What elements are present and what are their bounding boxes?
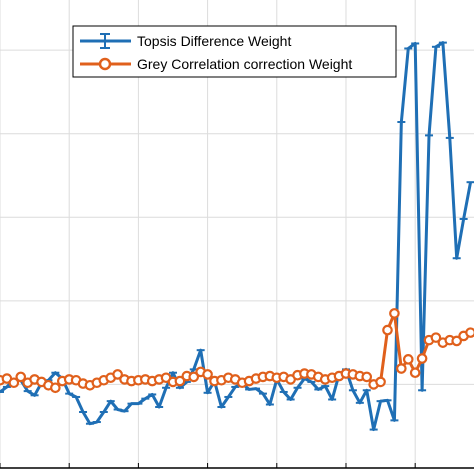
legend-entry-grey: Grey Correlation correction Weight — [80, 56, 352, 72]
legend-box — [72, 25, 397, 78]
legend-label-topsis: Topsis Difference Weight — [137, 33, 291, 49]
data-point-grey — [409, 367, 421, 379]
data-point-grey — [465, 327, 474, 338]
series-topsis — [0, 41, 474, 432]
data-point-grey — [430, 332, 442, 343]
data-point-grey — [382, 324, 393, 336]
data-point-grey — [402, 354, 414, 365]
data-point-grey — [8, 377, 20, 389]
data-point-grey — [451, 335, 463, 347]
data-point-grey — [202, 369, 213, 380]
data-point-grey — [361, 371, 373, 383]
legend-entry-topsis: Topsis Difference Weight — [80, 33, 291, 49]
data-point-grey — [188, 371, 200, 383]
data-point-grey — [174, 375, 186, 387]
series-group — [0, 41, 474, 432]
legend-marker-grey — [98, 57, 112, 71]
data-point-grey — [375, 376, 386, 388]
legend-label-grey: Grey Correlation correction Weight — [137, 56, 352, 72]
data-point-grey — [389, 308, 400, 319]
data-point-grey — [416, 353, 428, 364]
data-point-grey — [112, 369, 123, 380]
data-point-grey — [396, 363, 407, 374]
data-point-grey — [50, 382, 61, 394]
data-point-grey — [15, 371, 27, 383]
series-grey — [0, 308, 474, 394]
legend: Topsis Difference Weight Grey Correlatio… — [72, 25, 397, 78]
axes — [0, 463, 474, 469]
